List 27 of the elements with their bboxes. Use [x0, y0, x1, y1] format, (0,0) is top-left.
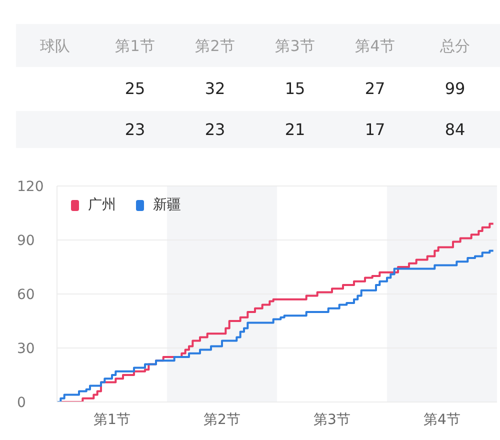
data-label: 27 [364, 79, 386, 98]
text: 球队 [40, 36, 70, 54]
category-label: 总分 [440, 36, 470, 54]
data-label: 84 [444, 120, 466, 138]
data-label: 32 [204, 79, 226, 98]
x-tick-label: 第4节 [424, 412, 460, 428]
x-tick-label: 第2节 [204, 412, 240, 428]
y-tick-label: 90 [17, 232, 35, 249]
data-label: 25 [124, 79, 146, 98]
data-label: 99 [444, 79, 466, 98]
x-tick-label: 第3节 [314, 412, 350, 428]
y-tick-label: 120 [17, 178, 44, 195]
data-label: 15 [284, 79, 306, 98]
category-label: 第3节 [275, 36, 315, 54]
category-label: 第4节 [355, 36, 395, 54]
data-label: 23 [204, 120, 226, 138]
category-label: 第2节 [195, 36, 235, 54]
y-tick-label: 60 [17, 286, 35, 303]
legend-label: 广州 [88, 197, 116, 213]
category-label: 第1节 [115, 36, 155, 54]
legend-label: 新疆 [153, 197, 181, 213]
data-label: 23 [124, 120, 146, 138]
y-tick-label: 30 [17, 340, 35, 357]
data-label: 17 [364, 120, 386, 138]
x-tick-label: 第1节 [94, 412, 130, 428]
y-tick-label: 0 [17, 394, 26, 411]
data-label: 21 [284, 120, 306, 138]
